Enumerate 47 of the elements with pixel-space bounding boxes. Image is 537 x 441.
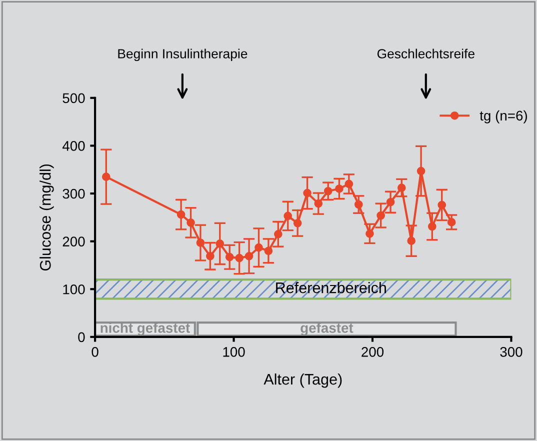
- text: Beginn Insulintherapie: [118, 48, 248, 62]
- point: [344, 180, 354, 188]
- x-tick-label: 200: [362, 347, 384, 357]
- y-axis-title: Glucose (mg/dl): [40, 164, 54, 271]
- y-tick-label: 200: [62, 236, 85, 246]
- point: [274, 230, 282, 238]
- point: [293, 218, 302, 228]
- band-label: Referenzbereich: [276, 282, 386, 294]
- point: [376, 211, 385, 220]
- point: [186, 218, 195, 227]
- point: [407, 236, 416, 246]
- point: [254, 243, 263, 252]
- point: [284, 212, 292, 220]
- y-tick-label: 100: [63, 284, 85, 294]
- point: [335, 184, 344, 193]
- point: [196, 238, 205, 247]
- y-tick-label: 400: [62, 141, 85, 151]
- point: [235, 254, 244, 262]
- point: [416, 166, 426, 176]
- point: [366, 230, 374, 238]
- x-tick-label: 300: [500, 347, 522, 357]
- point: [314, 199, 323, 208]
- y-tick-label: 300: [62, 188, 85, 199]
- point: [102, 172, 110, 181]
- point: [303, 188, 312, 198]
- x-axis-title: Alter (Tage): [264, 373, 342, 388]
- point: [264, 246, 273, 256]
- point: [244, 252, 254, 260]
- text: Geschlechtsreife: [377, 48, 474, 58]
- point: [206, 252, 214, 260]
- point: [216, 240, 224, 248]
- y-tick-label: 500: [62, 93, 85, 104]
- point: [428, 222, 436, 231]
- point: [397, 184, 406, 192]
- point: [354, 200, 363, 209]
- point: [438, 200, 446, 210]
- band-label: nicht gefastet: [100, 322, 190, 336]
- x-tick-label: 0: [92, 347, 98, 357]
- x-tick-label: 100: [223, 347, 245, 357]
- band-label: gefastet: [300, 322, 354, 336]
- point: [225, 252, 234, 262]
- point: [386, 198, 395, 206]
- point: [447, 218, 456, 226]
- legend-label: tg (n=6): [480, 110, 527, 124]
- y-tick-label: 0: [78, 332, 85, 342]
- point: [176, 210, 186, 219]
- point: [324, 186, 332, 196]
